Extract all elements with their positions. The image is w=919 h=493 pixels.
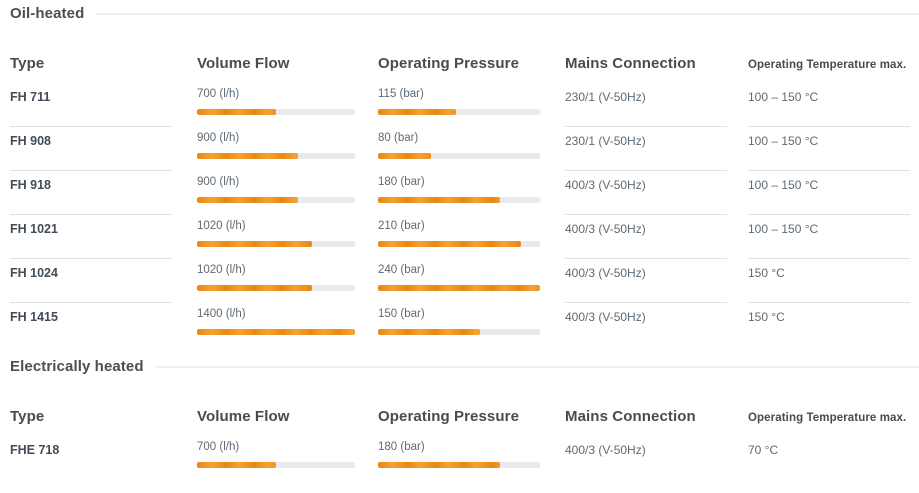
bar-fill [197, 109, 276, 115]
table-row: FH 918 900 (l/h) 180 (bar) 400/3 (V-50Hz… [10, 171, 919, 215]
table-row: FHE 718 700 (l/h) 180 (bar) 400/3 (V-50H… [10, 436, 919, 480]
column-header-operating-temperature: Operating Temperature max. [748, 59, 907, 71]
bar-fill [378, 153, 432, 159]
volume-flow-value: 1400 (l/h) [197, 308, 246, 320]
operating-pressure-value: 240 (bar) [378, 264, 425, 276]
operating-pressure-bar [378, 109, 540, 115]
bar-fill [378, 462, 500, 468]
type-label: FH 1021 [10, 222, 58, 236]
volume-flow-value: 900 (l/h) [197, 176, 240, 188]
operating-temperature-value: 100 – 150 °C [748, 222, 819, 236]
column-header-operating-pressure: Operating Pressure [378, 55, 520, 72]
operating-pressure-value: 180 (bar) [378, 176, 425, 188]
section-header: Electrically heated [10, 357, 919, 375]
operating-pressure-value: 210 (bar) [378, 220, 425, 232]
operating-temperature-value: 150 °C [748, 310, 785, 324]
type-label: FH 711 [10, 90, 51, 104]
operating-pressure-bar [378, 197, 540, 203]
section-divider [96, 13, 919, 15]
table-row: FH 1021 1020 (l/h) 210 (bar) 400/3 (V-50… [10, 215, 919, 259]
bar-fill [197, 285, 313, 291]
column-header-type: Type [10, 408, 45, 425]
volume-flow-bar [197, 241, 355, 247]
type-label: FH 918 [10, 178, 51, 192]
column-header-mains-connection: Mains Connection [565, 408, 696, 425]
volume-flow-bar [197, 329, 355, 335]
volume-flow-value: 1020 (l/h) [197, 220, 246, 232]
table-header-row: Type Volume Flow Operating Pressure Main… [10, 408, 919, 436]
column-header-type: Type [10, 55, 45, 72]
bar-fill [378, 197, 500, 203]
section-header: Oil-heated [10, 4, 919, 22]
section-title: Electrically heated [10, 357, 144, 375]
operating-pressure-value: 180 (bar) [378, 441, 425, 453]
volume-flow-value: 900 (l/h) [197, 132, 240, 144]
mains-connection-value: 400/3 (V-50Hz) [565, 178, 646, 192]
mains-connection-value: 400/3 (V-50Hz) [565, 222, 646, 236]
mains-connection-value: 400/3 (V-50Hz) [565, 266, 646, 280]
operating-pressure-value: 150 (bar) [378, 308, 425, 320]
column-header-operating-pressure: Operating Pressure [378, 408, 520, 425]
column-header-operating-temperature: Operating Temperature max. [748, 412, 907, 424]
volume-flow-bar [197, 109, 355, 115]
volume-flow-value: 700 (l/h) [197, 88, 240, 100]
table-header-row: Type Volume Flow Operating Pressure Main… [10, 55, 919, 83]
type-label: FH 908 [10, 134, 51, 148]
column-header-volume-flow: Volume Flow [197, 408, 290, 425]
bar-fill [378, 329, 481, 335]
section-oil-heated: Oil-heated Type Volume Flow Operating Pr… [10, 4, 919, 347]
mains-connection-value: 230/1 (V-50Hz) [565, 134, 646, 148]
operating-temperature-value: 70 °C [748, 443, 779, 457]
column-header-mains-connection: Mains Connection [565, 55, 696, 72]
table-row: FH 711 700 (l/h) 115 (bar) 230/1 (V-50Hz… [10, 83, 919, 127]
bar-fill [197, 329, 355, 335]
operating-temperature-value: 100 – 150 °C [748, 90, 819, 104]
bar-fill [197, 153, 299, 159]
mains-connection-value: 400/3 (V-50Hz) [565, 310, 646, 324]
bar-fill [197, 197, 299, 203]
operating-pressure-bar [378, 329, 540, 335]
volume-flow-bar [197, 153, 355, 159]
volume-flow-bar [197, 462, 355, 468]
operating-pressure-bar [378, 241, 540, 247]
section-title: Oil-heated [10, 4, 85, 22]
volume-flow-value: 700 (l/h) [197, 441, 240, 453]
column-header-volume-flow: Volume Flow [197, 55, 290, 72]
operating-pressure-bar [378, 285, 540, 291]
bar-fill [378, 109, 456, 115]
bar-fill [197, 462, 276, 468]
operating-pressure-value: 115 (bar) [378, 88, 424, 100]
bar-fill [378, 241, 521, 247]
type-label: FHE 718 [10, 443, 60, 457]
section-electrically-heated: Electrically heated Type Volume Flow Ope… [10, 357, 919, 480]
operating-temperature-value: 100 – 150 °C [748, 178, 819, 192]
bar-fill [197, 241, 313, 247]
type-label: FH 1024 [10, 266, 58, 280]
operating-pressure-bar [378, 462, 540, 468]
operating-pressure-bar [378, 153, 540, 159]
type-label: FH 1415 [10, 310, 58, 324]
volume-flow-bar [197, 197, 355, 203]
operating-temperature-value: 150 °C [748, 266, 785, 280]
operating-temperature-value: 100 – 150 °C [748, 134, 819, 148]
table-row: FH 908 900 (l/h) 80 (bar) 230/1 (V-50Hz)… [10, 127, 919, 171]
section-divider [155, 366, 919, 368]
operating-pressure-value: 80 (bar) [378, 132, 419, 144]
table-row: FH 1024 1020 (l/h) 240 (bar) 400/3 (V-50… [10, 259, 919, 303]
mains-connection-value: 400/3 (V-50Hz) [565, 443, 646, 457]
bar-fill [378, 285, 540, 291]
volume-flow-bar [197, 285, 355, 291]
table-row: FH 1415 1400 (l/h) 150 (bar) 400/3 (V-50… [10, 303, 919, 347]
volume-flow-value: 1020 (l/h) [197, 264, 246, 276]
mains-connection-value: 230/1 (V-50Hz) [565, 90, 646, 104]
